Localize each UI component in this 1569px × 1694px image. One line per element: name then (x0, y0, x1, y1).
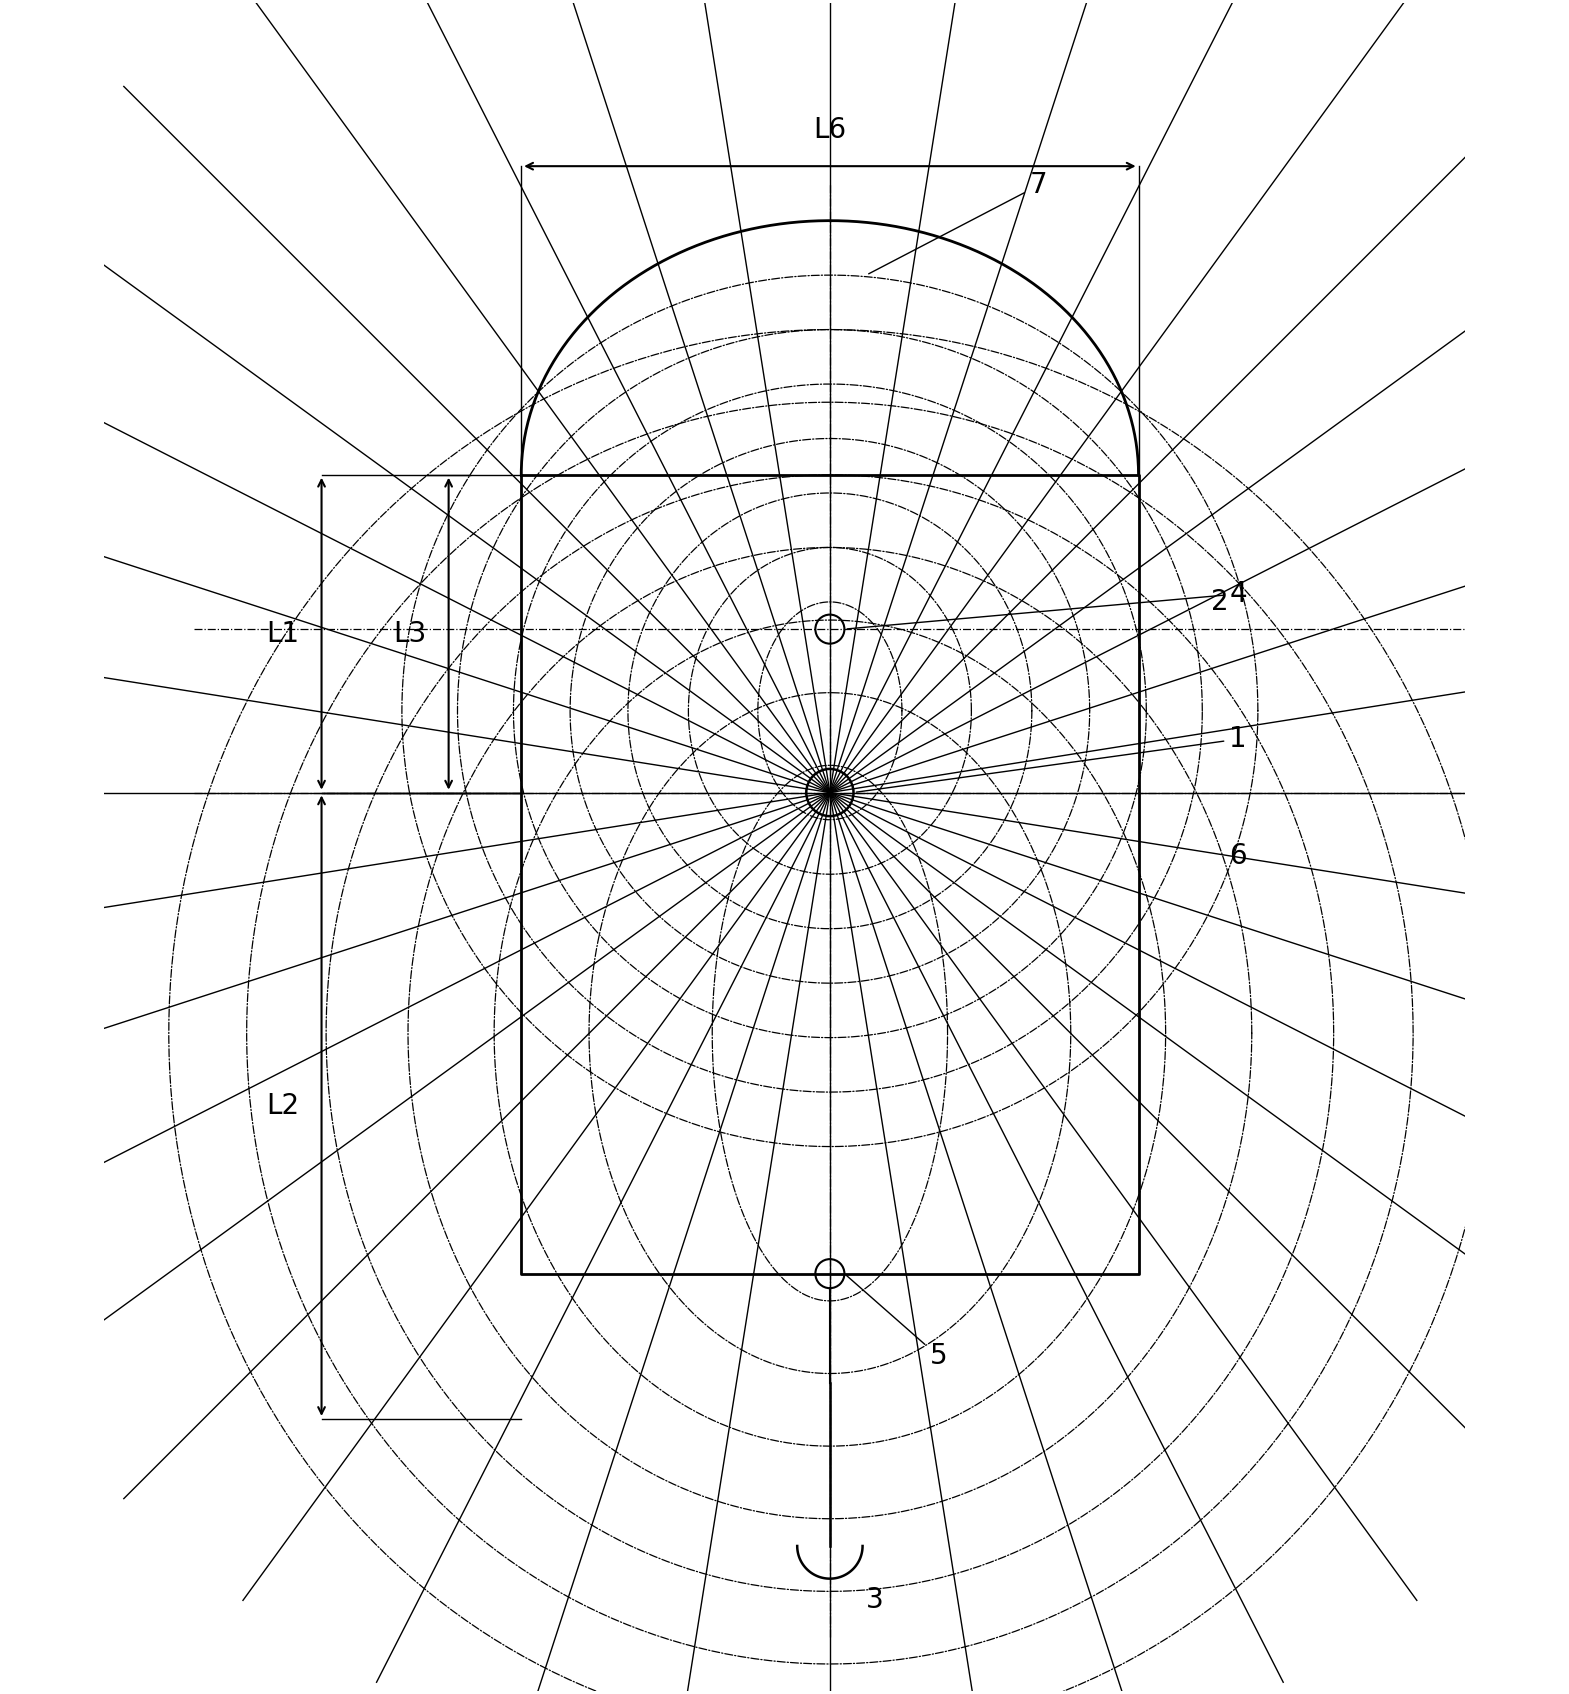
Text: 7: 7 (869, 171, 1047, 274)
Text: 6: 6 (1229, 842, 1247, 871)
Text: 1: 1 (857, 725, 1247, 793)
Text: 3: 3 (866, 1587, 883, 1614)
Text: 2: 2 (1211, 588, 1229, 617)
Text: L3: L3 (394, 620, 427, 647)
Text: L6: L6 (813, 117, 846, 144)
Text: L2: L2 (267, 1091, 300, 1120)
Text: 5: 5 (847, 1276, 948, 1370)
Text: L1: L1 (267, 620, 300, 647)
Text: 4: 4 (847, 579, 1247, 628)
